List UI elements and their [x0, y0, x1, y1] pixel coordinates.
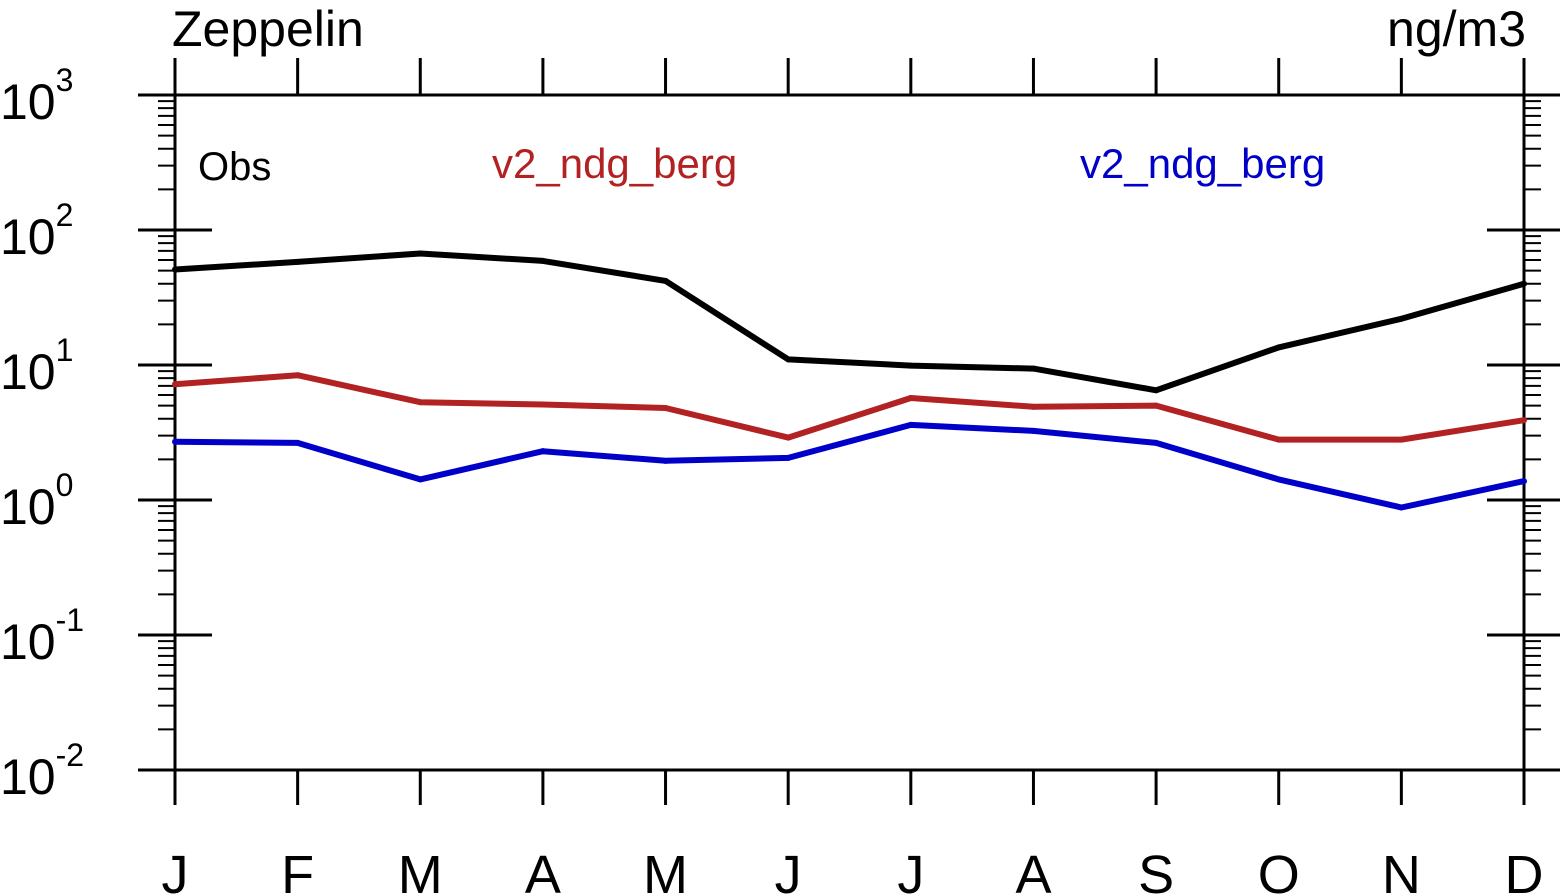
data-point — [1030, 403, 1037, 410]
legend: Obs v2_ndg_berg v2_ndg_berg — [198, 140, 1325, 189]
y-tick-label: 101 — [0, 332, 73, 400]
axis-ticks — [138, 58, 1560, 805]
y-axis-labels: 10-2 10-1 100 101 102 103 — [0, 62, 84, 805]
legend-label: v2_ndg_berg — [1080, 140, 1325, 187]
x-tick-label: J — [162, 845, 189, 896]
data-point — [785, 454, 792, 461]
data-point — [1521, 478, 1527, 485]
data-point — [294, 258, 301, 265]
y-tick-label: 103 — [0, 62, 73, 130]
data-point — [1030, 365, 1037, 372]
data-point — [172, 266, 178, 273]
data-point — [172, 381, 178, 388]
x-tick-label: A — [525, 845, 561, 896]
data-point — [539, 401, 546, 408]
series-line-2 — [174, 421, 1525, 511]
data-point — [1521, 417, 1527, 424]
x-tick-label: J — [775, 845, 802, 896]
legend-label: Obs — [198, 145, 271, 189]
x-tick-label: A — [1015, 845, 1051, 896]
data-point — [1275, 436, 1282, 443]
plot-frame — [173, 93, 1526, 772]
data-point — [907, 394, 914, 401]
x-tick-label: F — [281, 845, 314, 896]
data-point — [294, 372, 301, 379]
y-tick-label: 100 — [0, 467, 73, 535]
data-point — [417, 250, 424, 257]
x-tick-label: N — [1382, 845, 1421, 896]
legend-label: v2_ndg_berg — [492, 140, 737, 187]
series-line-0 — [174, 250, 1525, 394]
data-point — [417, 399, 424, 406]
y-tick-label: 10-2 — [0, 737, 84, 805]
x-tick-label: S — [1138, 845, 1174, 896]
data-point — [1398, 436, 1405, 443]
x-tick-label: J — [897, 845, 924, 896]
data-point — [1275, 344, 1282, 351]
x-tick-label: D — [1505, 845, 1544, 896]
data-point — [539, 257, 546, 264]
data-point — [294, 439, 301, 446]
data-point — [785, 356, 792, 363]
data-point — [785, 434, 792, 441]
data-point — [1398, 315, 1405, 322]
data-point — [1153, 402, 1160, 409]
data-point — [662, 277, 669, 284]
series-line-1 — [174, 372, 1525, 443]
data-point — [1153, 439, 1160, 446]
data-point — [417, 476, 424, 483]
data-point — [1275, 476, 1282, 483]
x-tick-label: O — [1258, 845, 1300, 896]
series-lines — [172, 250, 1527, 511]
chart-title-left: Zeppelin — [172, 1, 364, 57]
data-point — [1398, 504, 1405, 511]
data-point — [1153, 387, 1160, 394]
data-point — [662, 457, 669, 464]
data-point — [1030, 427, 1037, 434]
data-point — [662, 405, 669, 412]
y-tick-label: 102 — [0, 197, 73, 265]
data-point — [1521, 280, 1527, 287]
data-point — [907, 421, 914, 428]
data-point — [907, 362, 914, 369]
x-tick-label: M — [643, 845, 688, 896]
data-point — [539, 448, 546, 455]
y-tick-label: 10-1 — [0, 602, 84, 670]
data-point — [172, 438, 178, 445]
chart-units-label: ng/m3 — [1387, 1, 1526, 57]
x-tick-label: M — [398, 845, 443, 896]
